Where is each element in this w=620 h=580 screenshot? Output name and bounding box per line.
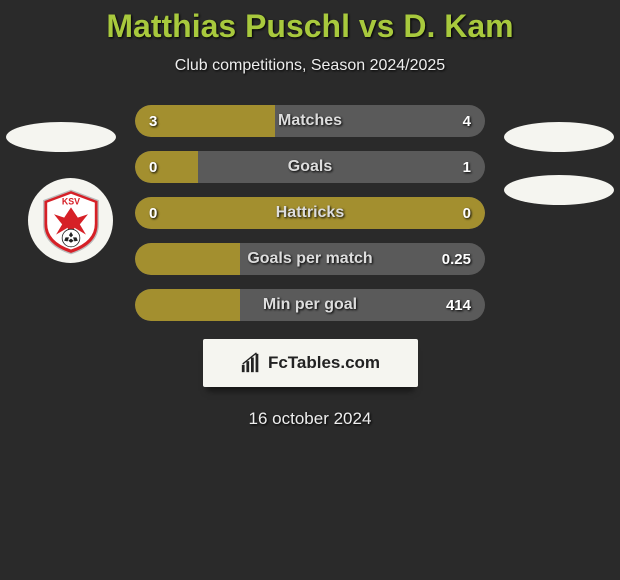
- stat-value-right: 0.25: [442, 251, 471, 268]
- club-shield-icon: KSV: [37, 187, 105, 255]
- comparison-subtitle: Club competitions, Season 2024/2025: [0, 57, 620, 75]
- stat-label: Goals per match: [135, 250, 485, 268]
- stat-row: 3Matches4: [135, 105, 485, 137]
- player-right-badge: [504, 122, 614, 152]
- player-left-badge: [6, 122, 116, 152]
- stat-label: Goals: [135, 158, 485, 176]
- date-text: 16 october 2024: [0, 409, 620, 429]
- stat-label: Matches: [135, 112, 485, 130]
- club-left-badge: KSV: [28, 178, 113, 263]
- stat-label: Min per goal: [135, 296, 485, 314]
- chart-icon: [240, 352, 262, 374]
- stat-value-right: 0: [463, 205, 471, 222]
- stats-rows: 3Matches40Goals10Hattricks0Goals per mat…: [135, 105, 485, 321]
- svg-text:KSV: KSV: [61, 196, 79, 206]
- stat-value-right: 1: [463, 159, 471, 176]
- stat-value-right: 4: [463, 113, 471, 130]
- stat-value-right: 414: [446, 297, 471, 314]
- stat-row: Goals per match0.25: [135, 243, 485, 275]
- brand-text: FcTables.com: [268, 353, 380, 373]
- stat-label: Hattricks: [135, 204, 485, 222]
- brand-box[interactable]: FcTables.com: [203, 339, 418, 387]
- stat-row: 0Goals1: [135, 151, 485, 183]
- stat-row: 0Hattricks0: [135, 197, 485, 229]
- club-right-badge: [504, 175, 614, 205]
- stat-row: Min per goal414: [135, 289, 485, 321]
- comparison-title: Matthias Puschl vs D. Kam: [0, 8, 620, 45]
